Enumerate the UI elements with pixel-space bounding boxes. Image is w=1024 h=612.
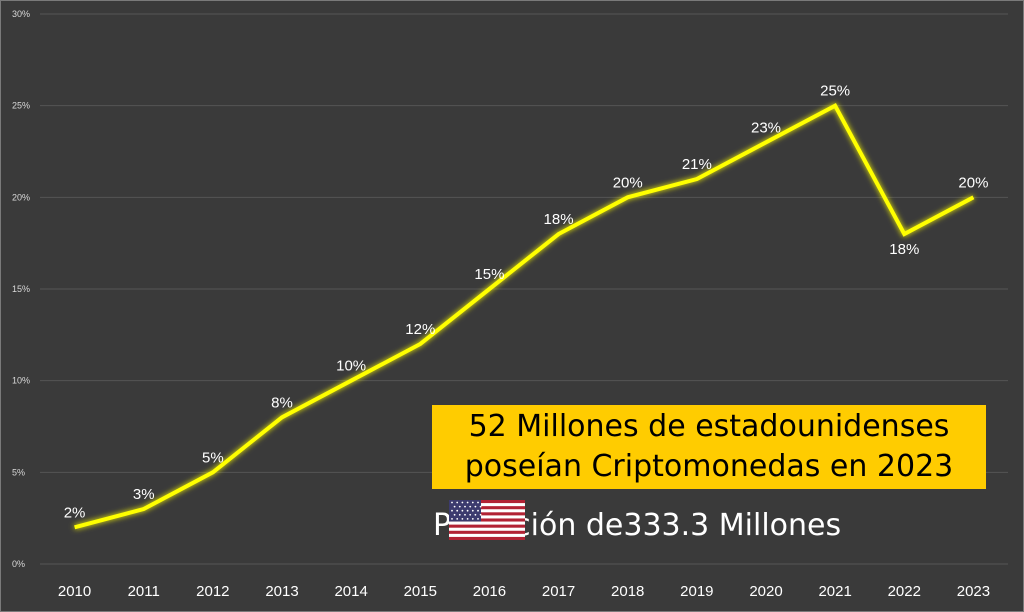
population-row: Población de 333.3 Millones [433, 500, 841, 550]
data-label: 18% [889, 241, 919, 258]
x-tick-label: 2014 [334, 583, 367, 600]
headline-line-1: 52 Millones de estadounidenses [468, 409, 950, 444]
y-tick-label: 5% [12, 467, 25, 477]
data-label: 21% [682, 156, 712, 173]
y-tick-label: 30% [12, 9, 30, 19]
y-tick-label: 0% [12, 559, 25, 569]
y-tick-label: 15% [12, 284, 30, 294]
population-value: 333.3 Millones [623, 507, 842, 543]
x-tick-label: 2018 [611, 583, 644, 600]
x-tick-label: 2016 [473, 583, 506, 600]
x-axis-ticks: 2010 2011 2012 2013 2014 2015 2016 2017 2018 2019… [58, 583, 990, 600]
x-tick-label: 2010 [58, 583, 91, 600]
data-label: 2% [64, 504, 86, 521]
data-label: 20% [613, 174, 643, 191]
data-label: 5% [202, 449, 224, 466]
data-label: 18% [544, 211, 574, 228]
y-tick-label: 10% [12, 376, 30, 386]
data-label: 3% [133, 486, 155, 503]
y-axis-ticks: 0% 5% 10% 15% 20% 25% 30% [12, 9, 30, 569]
data-label: 15% [474, 266, 504, 283]
x-tick-label: 2020 [749, 583, 782, 600]
data-label: 8% [271, 394, 293, 411]
data-label: 12% [405, 321, 435, 338]
x-tick-label: 2023 [957, 583, 990, 600]
headline-box: 52 Millones de estadounidenses poseían C… [432, 405, 986, 489]
data-labels: 2% 3% 5% 8% 10% 12% 15% 18% 20% 21% 23% 25% 18% 20% [64, 83, 989, 522]
data-label: 10% [336, 358, 366, 375]
x-tick-label: 2022 [888, 583, 921, 600]
x-tick-label: 2011 [128, 583, 160, 600]
x-tick-label: 2012 [196, 583, 229, 600]
y-tick-label: 20% [12, 192, 30, 202]
y-tick-label: 25% [12, 101, 30, 111]
us-flag-icon [449, 500, 525, 540]
data-label: 23% [751, 119, 781, 136]
headline-line-2: poseían Criptomonedas en 2023 [464, 449, 954, 484]
x-tick-label: 2021 [818, 583, 851, 600]
series-line [74, 103, 975, 530]
x-tick-label: 2015 [404, 583, 437, 600]
data-label: 25% [820, 83, 850, 100]
series-layer [74, 103, 975, 530]
x-tick-label: 2013 [265, 583, 298, 600]
x-tick-label: 2019 [680, 583, 713, 600]
x-tick-label: 2017 [542, 583, 575, 600]
data-label: 20% [958, 174, 988, 191]
